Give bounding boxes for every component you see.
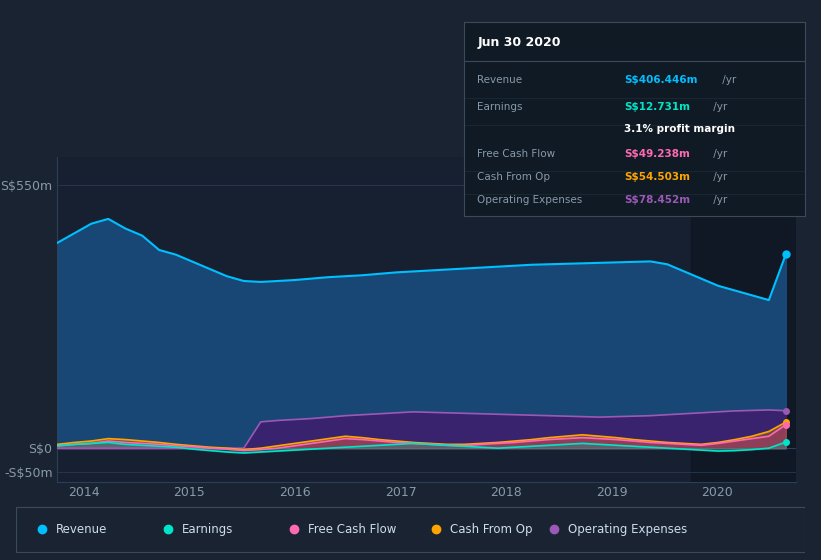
Text: Cash From Op: Cash From Op <box>450 522 532 536</box>
Text: Jun 30 2020: Jun 30 2020 <box>478 36 561 49</box>
Text: Revenue: Revenue <box>56 522 108 536</box>
Text: Cash From Op: Cash From Op <box>478 172 551 182</box>
Text: /yr: /yr <box>710 172 727 182</box>
Text: S$49.238m: S$49.238m <box>624 149 690 159</box>
Text: Earnings: Earnings <box>478 102 523 113</box>
Text: /yr: /yr <box>710 102 727 113</box>
Text: S$406.446m: S$406.446m <box>624 76 698 85</box>
Text: Revenue: Revenue <box>478 76 523 85</box>
Text: S$78.452m: S$78.452m <box>624 195 690 205</box>
Text: 3.1% profit margin: 3.1% profit margin <box>624 124 735 134</box>
Text: Free Cash Flow: Free Cash Flow <box>308 522 397 536</box>
Text: /yr: /yr <box>719 76 736 85</box>
Text: Operating Expenses: Operating Expenses <box>568 522 687 536</box>
Text: Operating Expenses: Operating Expenses <box>478 195 583 205</box>
Text: S$12.731m: S$12.731m <box>624 102 690 113</box>
Text: S$54.503m: S$54.503m <box>624 172 690 182</box>
Text: Earnings: Earnings <box>182 522 233 536</box>
Text: /yr: /yr <box>710 149 727 159</box>
Text: Free Cash Flow: Free Cash Flow <box>478 149 556 159</box>
Bar <box>690 157 796 482</box>
Text: /yr: /yr <box>710 195 727 205</box>
